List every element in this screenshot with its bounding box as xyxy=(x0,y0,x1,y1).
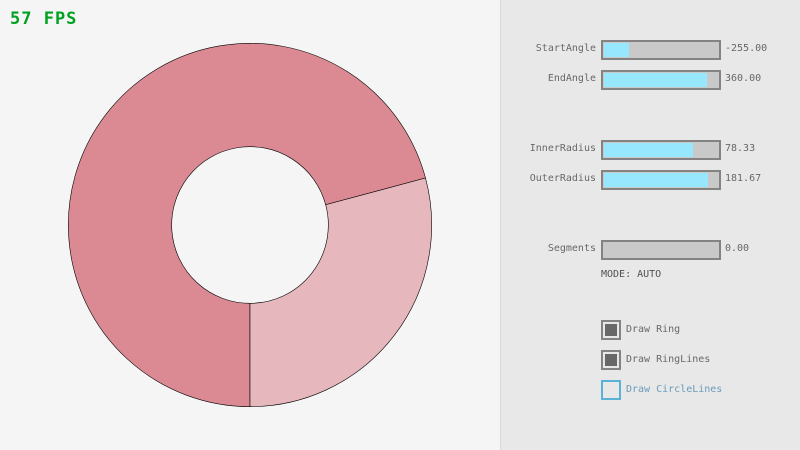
ring-canvas xyxy=(68,43,432,407)
slider-label: OuterRadius xyxy=(529,173,596,184)
ring-segment-single xyxy=(249,177,432,407)
ring-segment-overlap xyxy=(68,43,426,407)
slider-label: InnerRadius xyxy=(529,143,596,154)
slider-label: StartAngle xyxy=(535,43,596,54)
checkbox-box[interactable] xyxy=(601,350,621,370)
slider-label: Segments xyxy=(547,243,596,254)
slider-track[interactable] xyxy=(601,240,721,260)
check-mark-icon xyxy=(605,324,617,336)
slider-value: 78.33 xyxy=(725,143,756,154)
mode-label: MODE: AUTO xyxy=(601,269,662,280)
checkbox-label: Draw CircleLines xyxy=(626,384,723,395)
slider-outer-radius[interactable]: OuterRadius 181.67 xyxy=(501,170,800,190)
slider-track[interactable] xyxy=(601,40,721,60)
checkbox-draw-ring[interactable]: Draw Ring xyxy=(601,320,680,340)
checkbox-draw-ring-lines[interactable]: Draw RingLines xyxy=(601,350,710,370)
slider-fill xyxy=(604,43,629,57)
fps-counter: 57 FPS xyxy=(10,9,78,29)
checkbox-box[interactable] xyxy=(601,320,621,340)
checkbox-label: Draw RingLines xyxy=(626,354,711,365)
slider-fill xyxy=(604,173,708,187)
slider-value: 181.67 xyxy=(725,173,762,184)
slider-value: -255.00 xyxy=(725,43,768,54)
slider-value: 360.00 xyxy=(725,73,762,84)
slider-label: EndAngle xyxy=(547,73,596,84)
checkbox-box[interactable] xyxy=(601,380,621,400)
slider-track[interactable] xyxy=(601,140,721,160)
slider-fill xyxy=(604,73,707,87)
checkbox-draw-circle-lines[interactable]: Draw CircleLines xyxy=(601,380,722,400)
slider-segments[interactable]: Segments 0.00 xyxy=(501,240,800,260)
controls-panel: StartAngle -255.00 EndAngle 360.00 Inner… xyxy=(500,0,800,450)
checkbox-label: Draw Ring xyxy=(626,324,681,335)
check-mark-icon xyxy=(605,354,617,366)
slider-track[interactable] xyxy=(601,170,721,190)
slider-end-angle[interactable]: EndAngle 360.00 xyxy=(501,70,800,90)
slider-inner-radius[interactable]: InnerRadius 78.33 xyxy=(501,140,800,160)
slider-track[interactable] xyxy=(601,70,721,90)
slider-fill xyxy=(604,143,694,157)
slider-start-angle[interactable]: StartAngle -255.00 xyxy=(501,40,800,60)
slider-value: 0.00 xyxy=(725,243,750,254)
